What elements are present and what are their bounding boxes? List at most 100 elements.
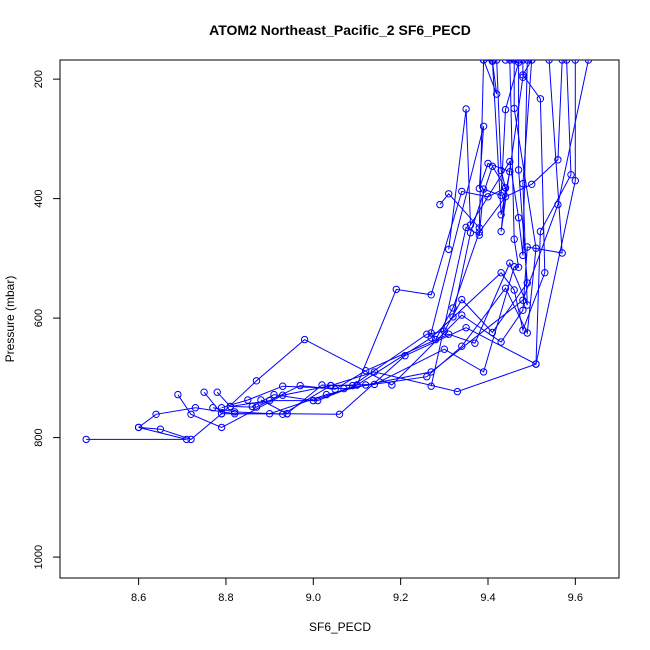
data-point [479,60,488,64]
data-point [501,105,510,114]
data-point [244,396,252,404]
x-tick-label: 8.6 [131,592,146,604]
y-tick-label: 800 [33,428,45,446]
series-12 [449,60,527,321]
data-point [462,324,470,332]
series-line [177,60,572,428]
data-point [300,335,309,344]
data-point [541,269,549,277]
x-tick-label: 8.8 [218,592,233,604]
data-point [200,388,208,396]
x-tick-label: 9.6 [568,592,583,604]
chart-title: ATOM2 Northeast_Pacific_2 SF6_PECD [209,22,471,38]
data-point [519,60,527,64]
series-line [448,60,528,256]
data-point [506,60,514,64]
data-point [458,342,466,350]
data-point [510,60,518,64]
series-16 [431,60,566,344]
series-14 [436,60,501,232]
series-2 [134,60,579,432]
series-line [452,60,524,318]
data-point [558,249,566,257]
data-point [335,410,344,418]
data-point [497,211,505,219]
series-line [260,60,528,415]
data-point [514,166,523,174]
data-point [449,313,457,321]
data-point [510,286,518,294]
y-axis: 200 400 600 800 1000 [33,70,61,569]
data-point [296,381,304,390]
data-point [558,60,566,64]
data-point [445,190,453,198]
data-point [501,284,510,292]
data-point [567,171,575,179]
series-11 [427,60,523,390]
x-axis-label: SF6_PECD [309,620,371,634]
data-point [182,435,191,444]
data-point [523,301,531,309]
data-point [423,330,431,338]
data-point [471,339,479,347]
x-tick-label: 9.4 [480,592,495,604]
y-tick-label: 600 [33,309,45,327]
data-point [497,269,505,277]
data-point [475,184,483,193]
data-point [514,263,523,271]
series-6 [217,60,540,412]
data-point [510,235,518,243]
data-point [82,435,90,444]
data-point [453,387,462,396]
data-point [252,377,261,385]
data-point [571,177,579,185]
data-point [427,329,435,337]
data-point [497,338,505,346]
plot-frame [59,59,620,579]
x-tick-label: 9.2 [393,592,408,604]
data-point [458,311,466,319]
x-tick-label: 9.0 [306,592,321,604]
data-point [519,251,527,260]
y-axis-label: Pressure (mbar) [3,276,17,363]
series-15 [445,60,531,260]
data-point [309,396,317,405]
data-point [174,390,182,399]
data-point [506,168,514,176]
data-point [458,295,466,304]
x-axis: 8.6 8.8 9.0 9.2 9.4 9.6 [131,577,583,604]
data-point [401,352,409,360]
series-9 [257,60,531,418]
series-line [435,60,563,340]
data-point [449,304,457,312]
data-point [423,373,431,381]
series-line [430,60,520,387]
data-point [466,229,475,237]
data-point [514,60,523,67]
series-line [86,60,589,440]
plot-area [82,60,593,444]
data-point [458,187,466,196]
data-point [493,60,501,64]
data-point [427,291,435,299]
data-point [562,60,571,64]
data-point [532,244,540,252]
series-8 [226,60,536,411]
data-point [475,228,483,236]
data-point [152,410,160,418]
data-point [479,122,488,131]
series-line [212,60,520,415]
data-point [528,180,536,189]
data-point [226,402,235,411]
data-point [217,404,226,412]
data-point [445,245,453,254]
y-tick-label: 400 [33,189,45,207]
data-point [571,60,579,64]
series-13 [427,60,514,337]
data-point [466,221,475,229]
series-line [221,60,537,409]
data-point [436,200,444,209]
data-point [353,381,361,389]
series-line [230,60,533,408]
